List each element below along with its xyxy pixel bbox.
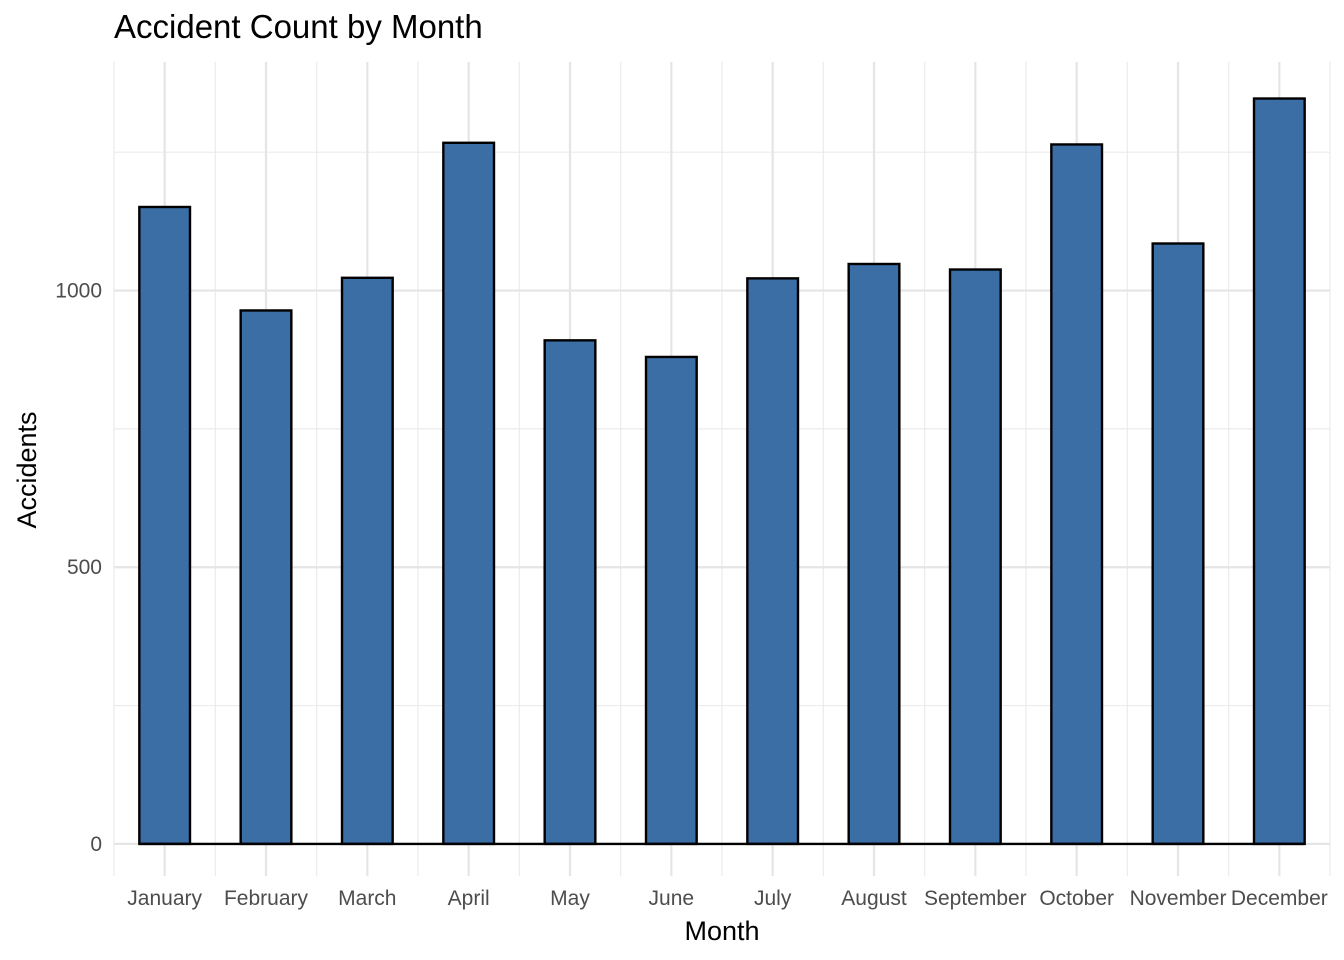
bar-may [543, 339, 597, 846]
x-tick-label: November [1130, 887, 1227, 910]
x-tick-label: September [924, 887, 1027, 910]
chart-title: Accident Count by Month [114, 8, 483, 45]
grid [113, 62, 1331, 876]
bar-october [1050, 143, 1104, 846]
x-tick-label: August [841, 887, 907, 910]
bar-july [746, 277, 800, 846]
x-tick-label: July [754, 887, 792, 910]
bars [138, 97, 1306, 846]
bar-january [138, 205, 192, 846]
x-tick-label: April [448, 887, 490, 910]
y-tick-label: 0 [90, 833, 102, 856]
x-tick-label: May [550, 887, 590, 910]
x-tick-label: February [224, 887, 309, 910]
y-tick-label: 500 [67, 556, 102, 579]
x-tick-label: January [127, 887, 202, 910]
x-tick-label: March [338, 887, 396, 910]
y-axis-ticks: 0 500 1000 [55, 280, 102, 856]
bar-december [1252, 97, 1306, 846]
bar-november [1151, 242, 1205, 846]
x-axis-title: Month [684, 916, 759, 946]
y-axis-title: Accidents [12, 411, 42, 528]
x-tick-label: December [1231, 887, 1328, 910]
bar-september [948, 268, 1002, 846]
bar-april [442, 141, 496, 846]
x-tick-label: October [1039, 887, 1114, 910]
bar-march [340, 276, 394, 846]
x-axis-ticks: January February March April May June July Augu… [127, 887, 1327, 910]
bar-june [644, 355, 698, 846]
x-tick-label: June [649, 887, 695, 910]
y-tick-label: 1000 [55, 280, 102, 303]
bar-august [847, 262, 901, 846]
bar-february [239, 309, 293, 846]
